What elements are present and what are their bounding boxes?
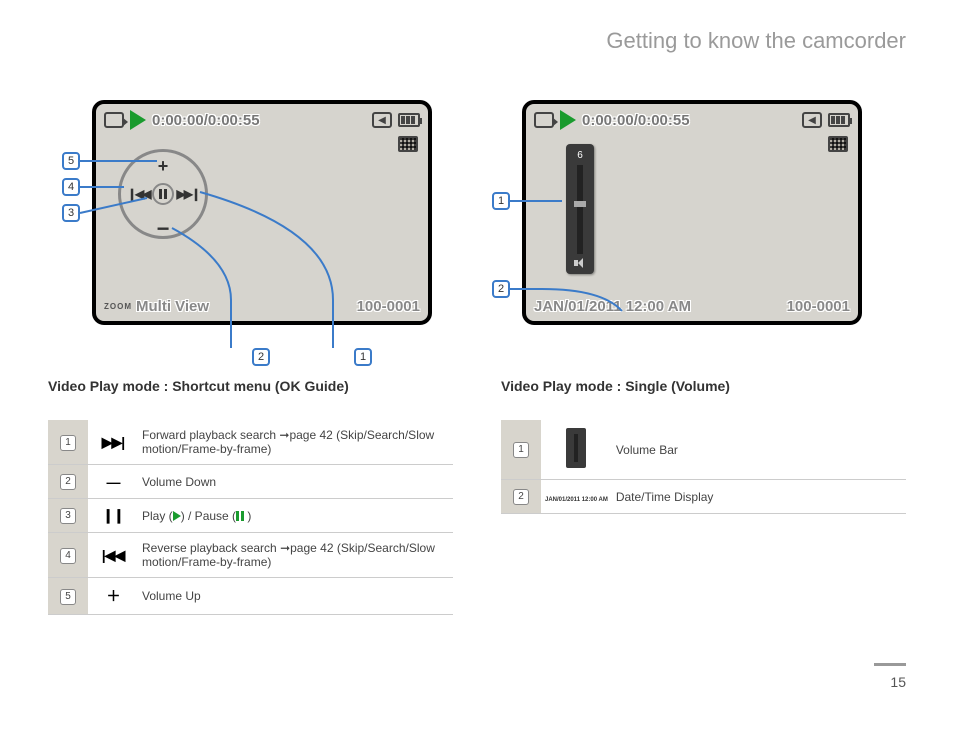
page-header: Getting to know the camcorder — [606, 28, 906, 54]
play-icon — [560, 110, 576, 130]
callout-1: 1 — [354, 348, 372, 366]
num-badge: 1 — [513, 442, 529, 458]
num-badge: 2 — [513, 489, 529, 505]
zoom-label: ZOOM — [104, 302, 132, 311]
callout-1: 1 — [492, 192, 510, 210]
battery-icon — [398, 113, 420, 127]
status-bar: 0:00:00/0:00:55 ◀ — [534, 110, 850, 130]
battery-icon — [828, 113, 850, 127]
datetime-icon: JAN/01/2011 12:00 AM — [545, 497, 608, 503]
camera-icon — [104, 112, 124, 128]
back-icon: ◀ — [372, 112, 392, 128]
num-badge: 2 — [60, 474, 76, 490]
legend-text: Forward playback search ➞page 42 (Skip/S… — [138, 420, 453, 465]
legend-text: Volume Bar — [612, 420, 906, 480]
pause-icon: ❙❙ — [102, 507, 123, 523]
file-number: 100-0001 — [787, 298, 850, 315]
control-dial: + − ❙◀◀ ▶▶❙ — [118, 149, 208, 239]
datetime-label: JAN/01/2011 12:00 AM — [534, 298, 691, 315]
table-row: 2 JAN/01/2011 12:00 AM Date/Time Display — [501, 480, 906, 514]
screen-left: 0:00:00/0:00:55 ◀ + − ❙◀◀ ▶▶❙ ZOOM Multi… — [92, 100, 432, 325]
legend-text: Play () / Pause ( ) — [138, 499, 453, 533]
legend-text: Volume Up — [138, 578, 453, 615]
bottom-bar: JAN/01/2011 12:00 AM 100-0001 — [534, 298, 850, 315]
plus-icon: ＋ — [107, 588, 120, 604]
forward-search-icon: ▶▶| — [102, 434, 124, 450]
speaker-icon — [574, 258, 586, 268]
screen-right-wrap: 0:00:00/0:00:55 ◀ 6 JAN/01/2011 12:00 AM… — [522, 100, 862, 325]
volume-bar-icon — [566, 428, 586, 468]
volume-up-icon: + — [158, 156, 169, 177]
callout-2: 2 — [252, 348, 270, 366]
reverse-search-icon: ❙◀◀ — [127, 187, 150, 201]
legend-text: Date/Time Display — [612, 480, 906, 514]
file-number: 100-0001 — [357, 298, 420, 315]
legend-text: Volume Down — [138, 465, 453, 499]
callout-2: 2 — [492, 280, 510, 298]
legend-text: Reverse playback search ➞page 42 (Skip/S… — [138, 533, 453, 578]
num-badge: 3 — [60, 508, 76, 524]
minus-icon: — — [107, 474, 120, 490]
callout-3: 3 — [62, 204, 80, 222]
pause-green-icon — [236, 511, 244, 521]
grid-icon — [398, 136, 418, 152]
back-icon: ◀ — [802, 112, 822, 128]
legend-right-title: Video Play mode : Single (Volume) — [501, 378, 906, 394]
multi-view-label: Multi View — [136, 298, 209, 315]
volume-down-icon: − — [157, 224, 170, 234]
page-number-rule — [874, 663, 906, 666]
legends: Video Play mode : Shortcut menu (OK Guid… — [0, 378, 954, 615]
table-row: 5 ＋ Volume Up — [48, 578, 453, 615]
volume-level: 6 — [577, 150, 583, 161]
table-row: 1 Volume Bar — [501, 420, 906, 480]
bottom-bar: ZOOM Multi View 100-0001 — [104, 298, 420, 315]
forward-search-icon: ▶▶❙ — [176, 187, 199, 201]
screen-right: 0:00:00/0:00:55 ◀ 6 JAN/01/2011 12:00 AM… — [522, 100, 862, 325]
legend-left: Video Play mode : Shortcut menu (OK Guid… — [48, 378, 453, 615]
screen-left-wrap: 0:00:00/0:00:55 ◀ + − ❙◀◀ ▶▶❙ ZOOM Multi… — [92, 100, 432, 325]
callout-5: 5 — [62, 152, 80, 170]
play-pause-icon — [152, 183, 174, 205]
num-badge: 1 — [60, 435, 76, 451]
legend-right-table: 1 Volume Bar 2 JAN/01/2011 12:00 AM Date… — [501, 420, 906, 514]
camera-icon — [534, 112, 554, 128]
num-badge: 5 — [60, 589, 76, 605]
num-badge: 4 — [60, 548, 76, 564]
table-row: 1 ▶▶| Forward playback search ➞page 42 (… — [48, 420, 453, 465]
volume-thumb — [574, 201, 586, 207]
volume-slider: 6 — [566, 144, 594, 274]
volume-track — [577, 165, 583, 254]
play-icon — [130, 110, 146, 130]
timecode: 0:00:00/0:00:55 — [152, 112, 260, 129]
play-green-icon — [173, 511, 181, 521]
table-row: 3 ❙❙ Play () / Pause ( ) — [48, 499, 453, 533]
grid-icon — [828, 136, 848, 152]
callout-4: 4 — [62, 178, 80, 196]
legend-right: Video Play mode : Single (Volume) 1 Volu… — [501, 378, 906, 615]
legend-left-title: Video Play mode : Shortcut menu (OK Guid… — [48, 378, 453, 394]
timecode: 0:00:00/0:00:55 — [582, 112, 690, 129]
legend-left-table: 1 ▶▶| Forward playback search ➞page 42 (… — [48, 420, 453, 615]
page-number: 15 — [890, 674, 906, 690]
reverse-search-icon: |◀◀ — [102, 547, 124, 563]
table-row: 2 — Volume Down — [48, 465, 453, 499]
screens-row: 0:00:00/0:00:55 ◀ + − ❙◀◀ ▶▶❙ ZOOM Multi… — [0, 100, 954, 325]
table-row: 4 |◀◀ Reverse playback search ➞page 42 (… — [48, 533, 453, 578]
status-bar: 0:00:00/0:00:55 ◀ — [104, 110, 420, 130]
